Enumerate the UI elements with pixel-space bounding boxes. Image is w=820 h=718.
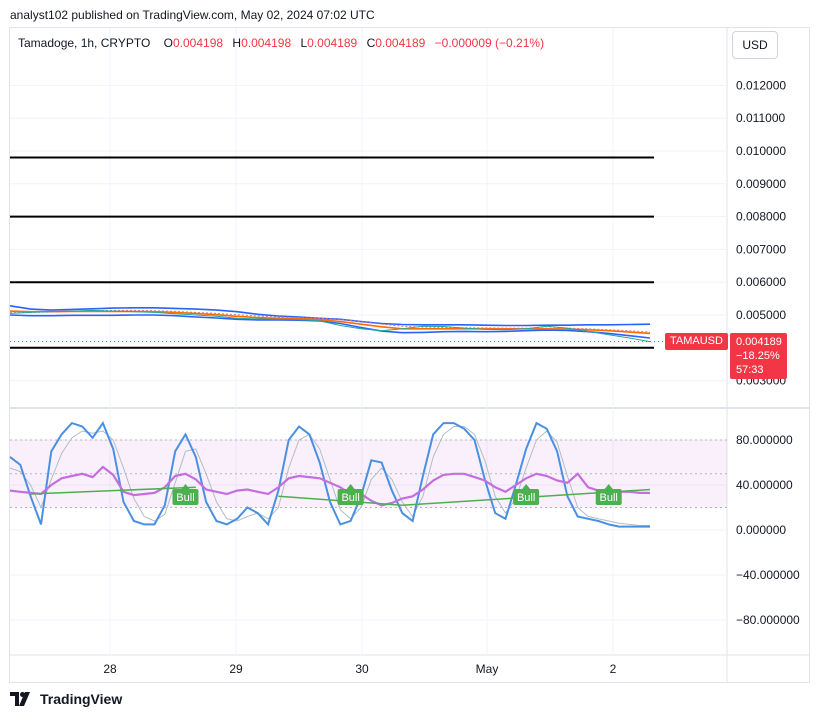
bull-signal-label: Bull [172,484,199,505]
bull-signal-pointer [522,484,531,489]
currency-button[interactable]: USD [732,31,778,59]
bull-signal-text: Bull [176,492,194,504]
high-key: H [232,36,242,50]
last-price-badge: 0.004189 −18.25% 57:33 [730,333,787,379]
close-key: C [366,36,376,50]
bull-signal-text: Bull [600,492,618,504]
bull-signal-pointer [181,484,190,489]
tradingview-logo-icon [10,692,30,706]
bull-signal-box [595,489,622,505]
bull-signal-box [513,489,540,505]
close-value: 0.004189 [375,36,426,50]
low-key: L [300,36,308,50]
axis-labels: 28 29 30 May 2 0.012000 0.011000 0.010000 0.0090… [103,78,800,676]
low-value: 0.004189 [307,36,358,50]
stochastic-d-line [9,426,650,526]
change-value: −0.000009 (−0.21%) [434,36,545,50]
price-axis-label: 0.005000 [736,308,786,322]
bull-signal-label: Bull [595,484,622,505]
oscillator-axis-label: 0.000000 [736,523,786,537]
price-change-percent: −18.25% [736,350,780,362]
open-key: O [163,36,173,50]
bollinger-basis-line [9,309,651,333]
bull-signal-box [337,489,364,505]
oscillator-pane: Bull Bull Bull Bull [9,421,651,528]
symbol-line: Tamadoge, 1h, CRYPTO [18,36,151,50]
time-axis-label: 2 [610,662,617,676]
rsi-line [9,465,650,507]
price-line [9,309,651,343]
bull-signal-label: Bull [513,484,540,505]
price-axis-label: 0.010000 [736,144,786,158]
tradingview-wordmark: TradingView [40,691,123,707]
trend-line [30,486,196,495]
bull-signal-pointer [604,484,613,489]
open-value: 0.004198 [172,36,224,50]
time-axis-label: 28 [103,662,117,676]
bollinger-lower-line [9,314,651,339]
last-price: 0.004189 [736,336,782,348]
bull-signal-pointer [346,484,355,489]
time-axis-label: 30 [355,662,369,676]
oscillator-axis-label: 80.000000 [736,433,793,447]
price-axis-label: 0.009000 [736,177,786,191]
bull-signal-text: Bull [341,492,359,504]
high-value: 0.004198 [241,36,292,50]
price-axis-label: 0.008000 [736,210,786,224]
price-axis-label: 0.006000 [736,275,786,289]
grid-lines [10,28,727,655]
bull-signal-label: Bull [337,484,364,505]
time-axis-label: May [476,662,499,676]
publisher-attribution: analyst102 published on TradingView.com,… [10,8,375,22]
oscillator-axis-label: −40.000000 [736,568,800,582]
price-axis-label: 0.011000 [736,111,785,125]
symbol-price-tag: TAMAUSD [665,333,728,350]
price-pane [9,156,727,349]
stochastic-k-line [9,421,650,528]
ohlc-legend: Tamadoge, 1h, CRYPTO O0.004198 H0.004198… [18,36,550,50]
oscillator-axis-label: 40.000000 [736,478,793,492]
price-axis-label: 0.007000 [736,242,786,256]
time-axis-label: 29 [229,662,243,676]
bull-signal-text: Bull [517,492,535,504]
price-axis-label: 0.012000 [736,78,786,92]
bar-countdown: 57:33 [736,364,764,376]
oscillator-axis-label: −80.000000 [736,613,800,627]
chart-frame [9,27,810,683]
bull-signal-box [172,489,199,505]
tradingview-logo[interactable]: TradingView [10,691,122,707]
